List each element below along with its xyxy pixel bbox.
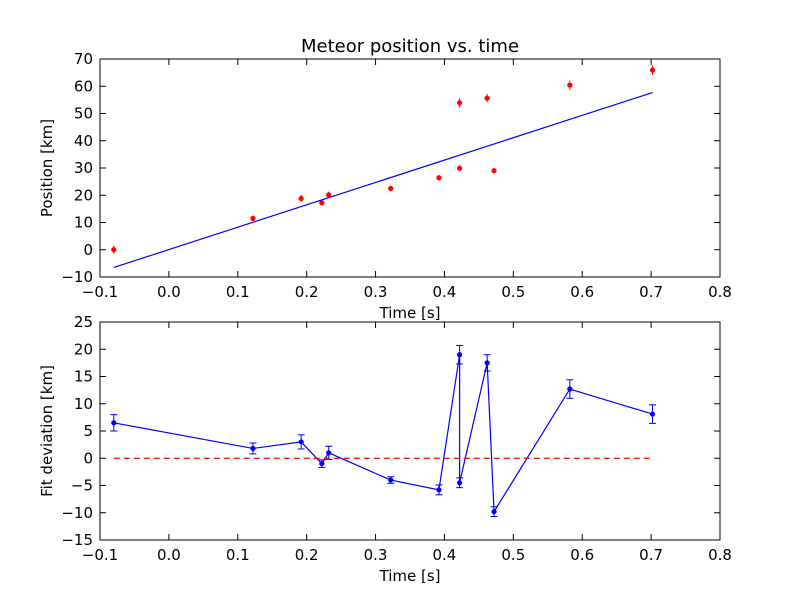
deviation-ytick-label: −15 [61,531,93,549]
deviation-data-point [484,360,490,366]
position-ylabel: Position [km] [38,119,56,217]
position-ytick-label: −10 [61,268,93,286]
position-data-point [388,185,394,192]
deviation-data-point [436,487,442,493]
position-ytick-label: 0 [83,241,93,259]
deviation-data-point [111,420,117,426]
deviation-ylabel: Fit deviation [km] [38,365,56,497]
deviation-ytick-label: −5 [71,477,93,495]
deviation-ytick-label: −10 [61,504,93,522]
position-data-point [436,175,442,181]
deviation-xlabel: Time [s] [379,567,441,585]
position-data-point [456,165,463,171]
deviation-chart: −0.1 0.0 0.1 0.2 0.3 0.4 0.5 0.6 0.7 0.8 −15 −10 −5 0… [38,313,732,585]
position-ytick-label: 70 [74,50,93,68]
position-data-point [491,168,497,174]
position-ytick-label: 10 [74,214,93,232]
deviation-xtick-label: 0.7 [639,546,663,564]
position-plot-area [111,65,656,269]
deviation-data-point [250,445,256,452]
deviation-xtick-label: 0.5 [501,546,525,564]
position-chart: Meteor position vs. time −0.1 0.0 0.1 0.2 0.… [38,36,732,322]
deviation-xtick-label: −0.1 [82,546,118,564]
position-ticks: −0.1 0.0 0.1 0.2 0.3 0.4 0.5 0.6 0.7 0.8 −10 0 10 20 3… [61,50,732,301]
deviation-ticks: −0.1 0.0 0.1 0.2 0.3 0.4 0.5 0.6 0.7 0.8 −15 −10 −5 0… [61,313,732,564]
position-xtick-label: 0.5 [501,283,525,301]
position-ytick-label: 30 [74,159,93,177]
position-data-point [111,247,117,253]
deviation-plot-area [110,344,656,518]
deviation-ytick-label: 15 [74,368,93,386]
position-ytick-label: 50 [74,105,93,123]
deviation-data-point [567,386,573,392]
position-data-point [484,95,490,101]
position-xtick-label: 0.8 [708,283,732,301]
deviation-data-point [319,461,325,467]
position-xtick-label: 0.1 [226,283,250,301]
position-ytick-label: 20 [74,186,93,204]
deviation-xtick-label: 0.2 [295,546,319,564]
deviation-xtick-label: 0.1 [226,546,250,564]
position-data-point [456,100,463,106]
deviation-data-point [456,352,463,358]
position-xtick-label: 0.2 [295,283,319,301]
position-fit-line [113,91,653,269]
deviation-ytick-label: 20 [74,340,93,358]
deviation-xtick-label: 0.3 [364,546,388,564]
position-xtick-label: 0.3 [364,283,388,301]
position-data-point [250,215,256,222]
deviation-ytick-label: 5 [83,422,93,440]
deviation-xtick-label: 0.8 [708,546,732,564]
position-xtick-label: 0.0 [157,283,181,301]
deviation-data-point [388,477,394,483]
position-ytick-label: 40 [74,132,93,150]
deviation-data-point [491,509,497,515]
position-data-point [319,200,325,206]
deviation-data-point [326,450,332,456]
deviation-data-point [456,480,463,486]
position-xlabel: Time [s] [379,304,441,322]
position-data-point [298,195,304,202]
deviation-data-point [298,439,304,445]
deviation-ytick-label: 25 [74,313,93,331]
position-xtick-label: 0.7 [639,283,663,301]
deviation-xtick-label: 0.4 [433,546,457,564]
position-xtick-label: 0.4 [433,283,457,301]
position-ytick-label: 60 [74,77,93,95]
deviation-data-point [649,411,656,417]
position-data-point [567,82,573,88]
deviation-xtick-label: 0.6 [570,546,594,564]
deviation-xtick-label: 0.0 [157,546,181,564]
deviation-ytick-label: 10 [74,395,93,413]
position-chart-title: Meteor position vs. time [301,36,519,57]
position-xtick-label: 0.6 [570,283,594,301]
position-data-point [649,67,656,73]
position-xtick-label: −0.1 [82,283,118,301]
deviation-ytick-label: 0 [83,449,93,467]
